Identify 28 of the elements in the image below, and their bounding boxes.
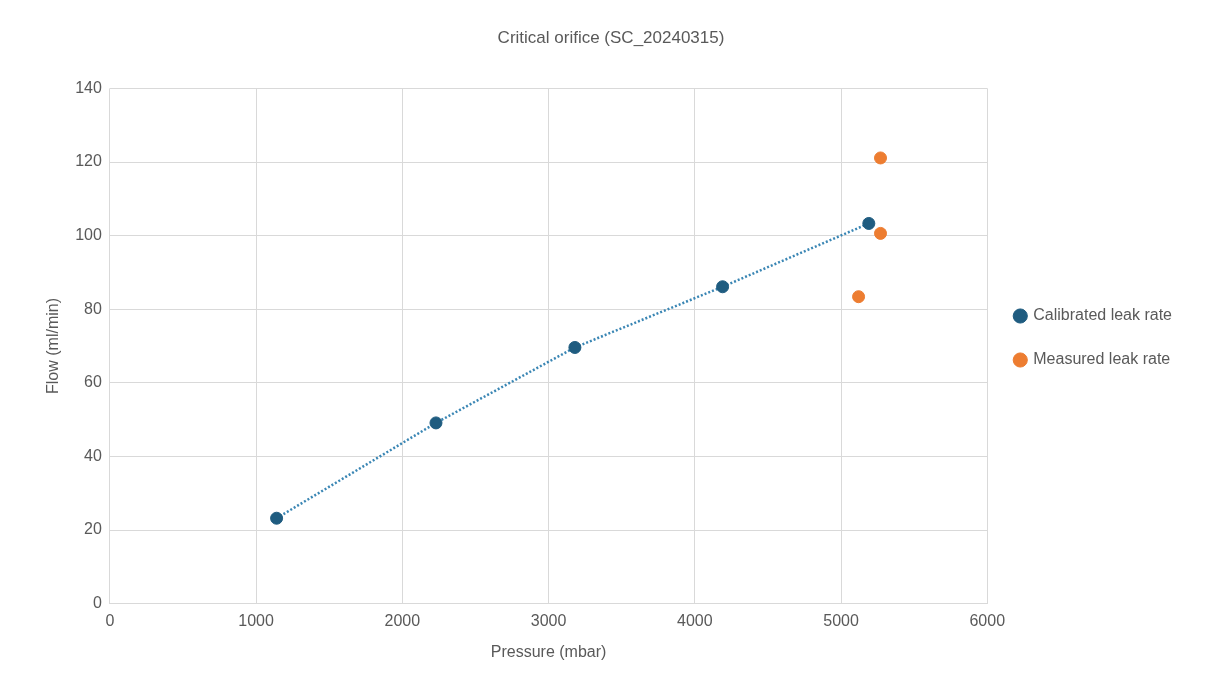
- y-tick-label: 80: [84, 299, 102, 317]
- y-tick-label: 20: [84, 520, 102, 538]
- x-tick-label: 3000: [530, 611, 567, 629]
- point: [568, 340, 582, 354]
- point: [874, 151, 888, 165]
- legend-label: Measured leak rate: [1033, 350, 1171, 368]
- y-tick-label: 40: [84, 446, 102, 464]
- point: [429, 416, 443, 430]
- y-axis-title: Flow (ml/min): [44, 298, 62, 394]
- chart-title: Critical orifice (SC_20240315): [497, 27, 725, 47]
- point: [874, 226, 888, 240]
- point: [716, 280, 730, 294]
- x-tick-label: 4000: [677, 611, 713, 629]
- x-tick-label: 6000: [969, 611, 1006, 629]
- x-tick-label: 2000: [384, 611, 421, 629]
- point: [852, 290, 866, 304]
- y-tick-label: 0: [92, 594, 102, 612]
- x-tick-label: 0: [105, 611, 115, 629]
- y-tick-label: 100: [75, 226, 102, 244]
- x-tick-label: 1000: [238, 611, 275, 629]
- point: [862, 216, 876, 230]
- x-tick-label: 5000: [823, 611, 859, 629]
- legend-label: Calibrated leak rate: [1033, 306, 1173, 324]
- y-tick-label: 120: [75, 152, 102, 170]
- x-axis-title: Pressure (mbar): [490, 642, 607, 660]
- y-tick-label: 60: [84, 373, 102, 391]
- point: [270, 511, 284, 525]
- y-tick-label: 140: [75, 78, 102, 96]
